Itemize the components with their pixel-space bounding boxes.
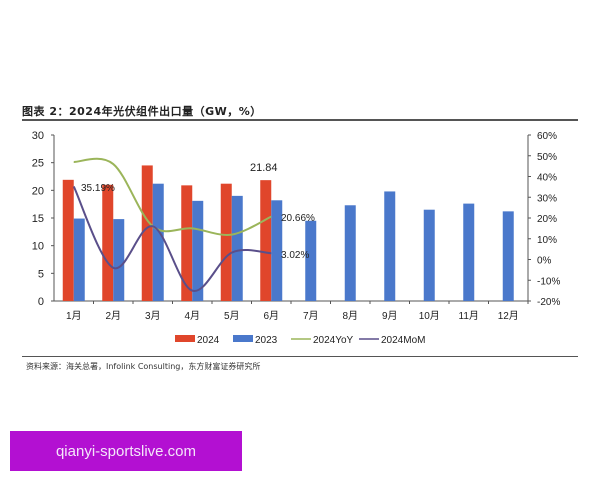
legend-swatch — [175, 335, 195, 342]
export-volume-chart: 0 5 10 15 20 25 30 -20% -10% 0% 10% 20% 30% 40% 50% 60%… — [32, 130, 561, 346]
source-divider — [22, 356, 578, 357]
annotation-june-mom: 3.02% — [281, 250, 309, 261]
chart-legend: 2024 2023 2024YoY 2024MoM — [175, 335, 425, 346]
y2-tick-label: -10% — [537, 276, 560, 287]
bar-2024 — [260, 180, 272, 301]
y2-tick-label: 10% — [537, 235, 557, 246]
y2-tick-label: -20% — [537, 297, 560, 308]
bar-2023 — [502, 211, 514, 301]
figure-title: 图表 2：2024年光伏组件出口量（GW，%） — [22, 105, 262, 118]
y2-tick-label: 30% — [537, 193, 557, 204]
annotation-june-2024: 21.84 — [250, 162, 278, 174]
legend-label: 2024YoY — [313, 335, 354, 346]
chart-axes: 0 5 10 15 20 25 30 -20% -10% 0% 10% 20% 30% 40% 50% 60%… — [32, 130, 561, 322]
x-tick-label: 8月 — [342, 310, 358, 322]
bar-2023 — [231, 195, 243, 301]
x-tick-label: 9月 — [382, 310, 398, 322]
line-2024MoM — [72, 186, 272, 292]
x-tick-label: 7月 — [303, 310, 319, 322]
chart-bars — [62, 165, 514, 301]
y2-tick-label: 40% — [537, 173, 557, 184]
bar-2024 — [220, 183, 232, 301]
bar-2023 — [423, 209, 435, 301]
x-tick-label: 4月 — [184, 310, 200, 322]
watermark-banner[interactable]: qianyi-sportslive.com — [10, 431, 242, 471]
bar-2023 — [271, 200, 283, 301]
bar-2023 — [192, 200, 204, 301]
legend-swatch — [233, 335, 253, 342]
bar-2023 — [113, 219, 125, 301]
x-tick-label: 12月 — [498, 310, 519, 322]
bar-2024 — [141, 165, 153, 301]
line-2024YoY — [73, 157, 272, 236]
x-tick-label: 6月 — [263, 310, 279, 322]
x-tick-label: 3月 — [145, 310, 161, 322]
y2-tick-label: 20% — [537, 214, 557, 225]
x-tick-label: 1月 — [66, 310, 82, 322]
legend-label: 2023 — [255, 335, 278, 346]
source-note: 资料来源：海关总署，Infolink Consulting，东方财富证券研究所 — [26, 362, 261, 371]
x-tick-label: 11月 — [459, 310, 479, 322]
annotation-jan-mom: 35.19% — [81, 183, 115, 194]
legend-label: 2024MoM — [381, 335, 425, 346]
y-tick-label: 20 — [32, 185, 44, 197]
annotation-june-yoy: 20.66% — [281, 213, 315, 224]
y2-tick-label: 60% — [537, 131, 557, 142]
y-tick-label: 0 — [38, 296, 44, 308]
y-tick-label: 25 — [32, 158, 44, 170]
y-tick-label: 5 — [38, 268, 44, 280]
bar-2023 — [305, 220, 317, 301]
y-tick-label: 15 — [32, 213, 44, 225]
bar-2024 — [102, 184, 114, 301]
x-tick-label: 5月 — [224, 310, 240, 322]
bar-2023 — [152, 183, 164, 301]
bar-2024 — [181, 185, 193, 301]
title-divider — [22, 119, 578, 121]
y-tick-label: 30 — [32, 130, 44, 142]
legend-label: 2024 — [197, 335, 220, 346]
y2-tick-label: 0% — [537, 256, 552, 267]
chart-lines — [72, 157, 272, 292]
y-tick-label: 10 — [32, 241, 44, 253]
y2-tick-label: 50% — [537, 152, 557, 163]
bar-2024 — [62, 179, 74, 301]
bar-2023 — [73, 218, 85, 301]
bar-2023 — [344, 205, 356, 301]
x-tick-label: 10月 — [419, 310, 440, 322]
bar-2023 — [384, 191, 396, 301]
bar-2023 — [463, 203, 475, 301]
x-tick-label: 2月 — [105, 310, 121, 322]
chart-annotations: 21.84 35.19% 20.66% 3.02% — [81, 162, 315, 261]
